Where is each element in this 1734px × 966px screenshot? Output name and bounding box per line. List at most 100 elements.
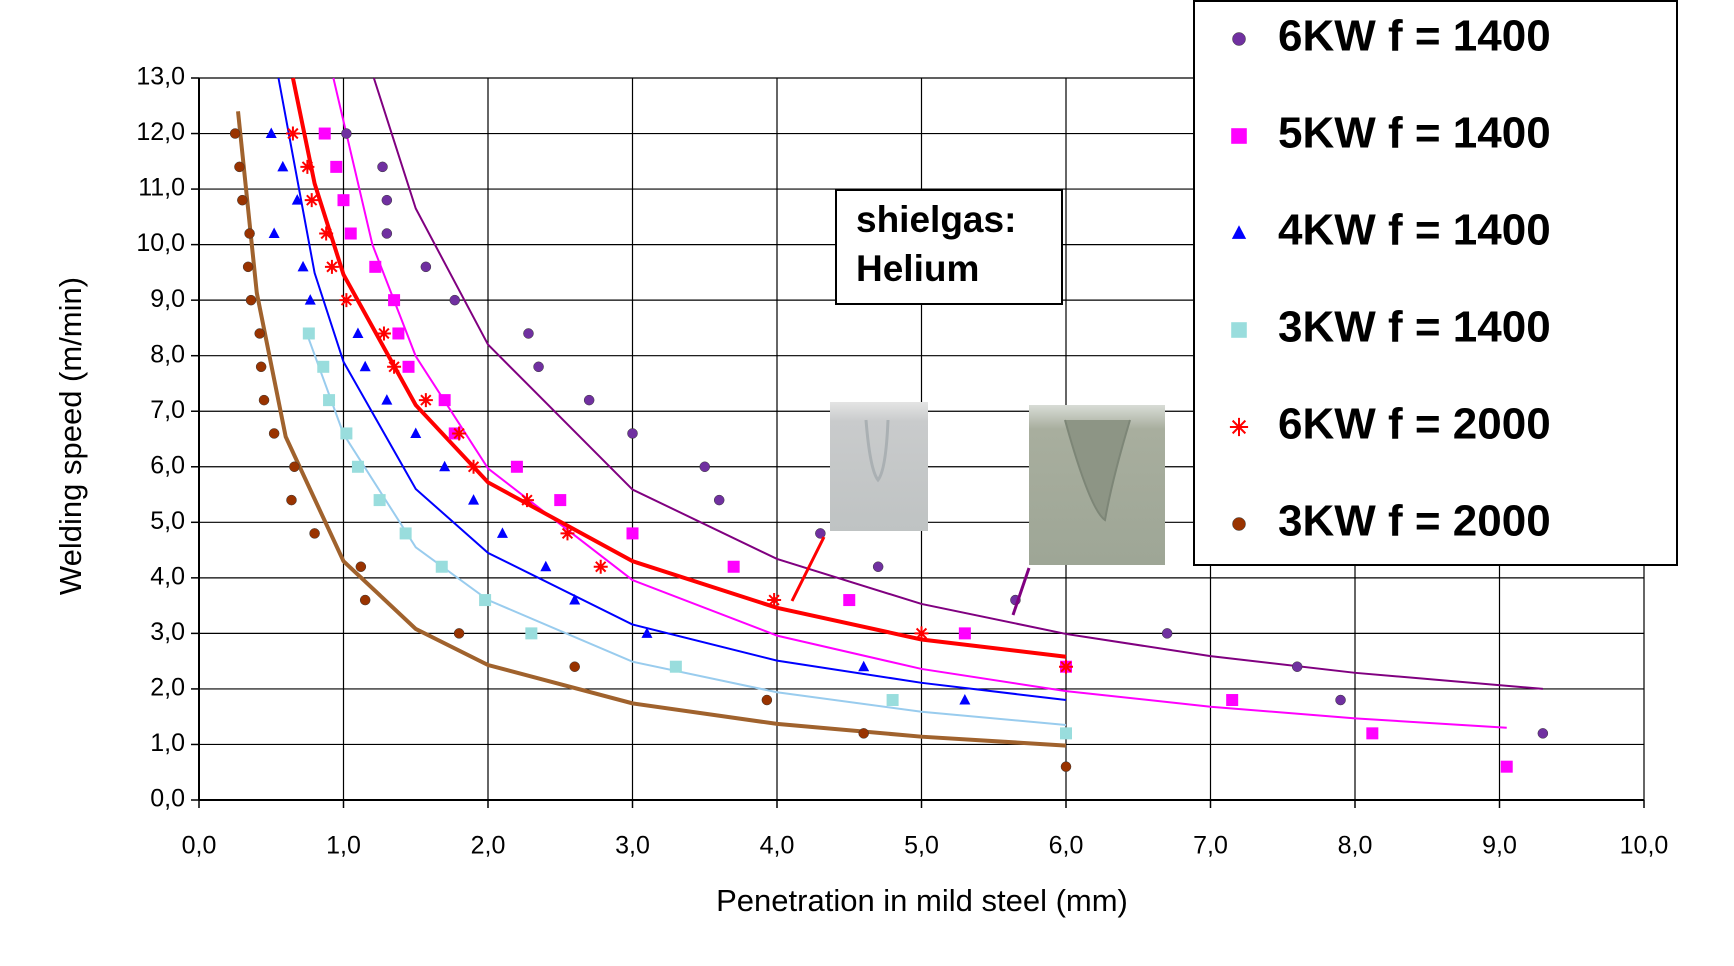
legend-marker [1233, 33, 1246, 46]
annotation: shielgas: [856, 199, 1016, 240]
legend-label: 6KW f = 1400 [1278, 12, 1551, 61]
x-tick-label: 2,0 [471, 832, 506, 860]
y-tick-label: 0,0 [150, 785, 185, 813]
point [341, 129, 351, 139]
point [256, 362, 266, 372]
point [381, 394, 392, 405]
point [1336, 695, 1346, 705]
legend-label: 3KW f = 2000 [1278, 497, 1551, 546]
point [452, 426, 466, 440]
y-tick-label: 4,0 [150, 562, 185, 590]
y-tick-label: 11,0 [138, 174, 185, 202]
point [369, 261, 381, 273]
y-tick-label: 1,0 [150, 729, 185, 757]
legend-marker [1231, 128, 1247, 144]
point [245, 229, 255, 239]
cross-section-photo [830, 402, 928, 531]
point [454, 628, 464, 638]
point [523, 328, 533, 338]
point [700, 462, 710, 472]
legend-marker [1233, 518, 1246, 531]
point [269, 228, 280, 239]
point [419, 393, 433, 407]
point [339, 293, 353, 307]
y-tick-label: 12,0 [136, 118, 185, 146]
y-tick-label: 2,0 [150, 674, 185, 702]
point [352, 327, 363, 338]
y-tick-label: 7,0 [150, 396, 185, 424]
point [289, 462, 299, 472]
point [1060, 727, 1072, 739]
point [374, 494, 386, 506]
point [873, 562, 883, 572]
point [269, 428, 279, 438]
x-tick-label: 0,0 [182, 832, 217, 860]
point [286, 495, 296, 505]
point [237, 195, 247, 205]
leader-line [1013, 568, 1029, 615]
point [627, 527, 639, 539]
point [479, 594, 491, 606]
point [1162, 628, 1172, 638]
point [360, 595, 370, 605]
point [584, 395, 594, 405]
point [628, 428, 638, 438]
point [360, 361, 371, 372]
point [959, 694, 970, 705]
point [319, 227, 333, 241]
legend-label: 3KW f = 1400 [1278, 303, 1551, 352]
point [330, 161, 342, 173]
point [345, 228, 357, 240]
point [234, 162, 244, 172]
point [436, 561, 448, 573]
y-tick-label: 5,0 [150, 507, 185, 535]
legend-label: 6KW f = 2000 [1278, 400, 1551, 449]
point [511, 461, 523, 473]
point [255, 328, 265, 338]
point [421, 262, 431, 272]
point [554, 494, 566, 506]
point [439, 461, 450, 472]
x-tick-label: 8,0 [1338, 832, 1373, 860]
point [468, 494, 479, 505]
trend-line [278, 78, 1066, 700]
point [1061, 762, 1071, 772]
legend-marker [1231, 322, 1247, 338]
point [570, 662, 580, 672]
point [266, 128, 277, 139]
point [569, 594, 580, 605]
point [243, 262, 253, 272]
point [403, 361, 415, 373]
x-tick-label: 5,0 [904, 832, 939, 860]
point [400, 527, 412, 539]
legend-label: 4KW f = 1400 [1278, 206, 1551, 255]
point [310, 528, 320, 538]
point [859, 728, 869, 738]
x-tick-label: 4,0 [760, 832, 795, 860]
point [887, 694, 899, 706]
y-tick-label: 10,0 [136, 229, 185, 257]
point [714, 495, 724, 505]
point [387, 360, 401, 374]
point [410, 427, 421, 438]
x-tick-label: 10,0 [1620, 832, 1669, 860]
point [858, 661, 869, 672]
x-tick-label: 3,0 [615, 832, 650, 860]
point [1538, 728, 1548, 738]
point [230, 129, 240, 139]
x-axis-title: Penetration in mild steel (mm) [716, 883, 1128, 918]
point [467, 460, 481, 474]
point [377, 326, 391, 340]
page: 0,01,02,03,04,05,06,07,08,09,010,00,01,0… [0, 0, 1734, 961]
y-tick-label: 13,0 [136, 63, 185, 91]
point [388, 294, 400, 306]
point [340, 427, 352, 439]
point [1501, 761, 1513, 773]
point [338, 194, 350, 206]
point [277, 161, 288, 172]
point [325, 260, 339, 274]
legend-marker [1230, 418, 1248, 436]
point [382, 195, 392, 205]
point [1366, 727, 1378, 739]
